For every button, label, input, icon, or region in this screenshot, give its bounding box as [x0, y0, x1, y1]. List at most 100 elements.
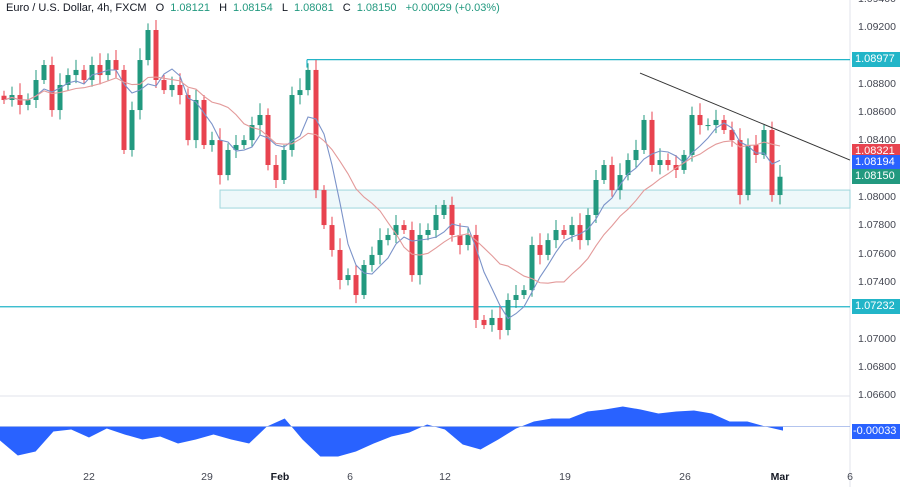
- chart-header: Euro / U.S. Dollar, 4h, FXCM O 1.08121 H 1…: [6, 2, 500, 14]
- candle-body: [257, 114, 263, 126]
- candle-body: [73, 69, 79, 76]
- candle-body: [713, 119, 719, 126]
- candle-body: [401, 225, 407, 231]
- candle-body: [321, 190, 327, 226]
- oscillator-value-label: -0.00033: [852, 424, 900, 439]
- candle-body: [393, 225, 399, 235]
- candle-body: [313, 69, 319, 191]
- candle-body: [305, 69, 311, 91]
- candle-body: [113, 60, 119, 70]
- candle-body: [353, 275, 359, 296]
- candle-body: [193, 99, 199, 141]
- price-tick: 1.08800: [858, 77, 896, 90]
- time-tick: 22: [83, 471, 95, 483]
- candle-body: [729, 130, 735, 141]
- candle-body: [441, 204, 447, 215]
- candle-body: [297, 90, 303, 96]
- price-tick: 1.06600: [858, 389, 896, 402]
- price-tick: 1.09400: [858, 0, 896, 5]
- candle-body: [185, 95, 191, 141]
- candle-body: [377, 240, 383, 255]
- candle-body: [601, 164, 607, 181]
- candle-body: [345, 275, 351, 281]
- candle-body: [337, 249, 343, 281]
- price-tick: 1.08400: [858, 134, 896, 147]
- price-tick: 1.08600: [858, 106, 896, 118]
- candle-body: [609, 164, 615, 191]
- candle-body: [33, 80, 39, 100]
- price-tick: 1.06800: [858, 360, 896, 373]
- symbol-title[interactable]: Euro / U.S. Dollar, 4h, FXCM: [6, 2, 147, 14]
- candle-body: [361, 264, 367, 296]
- candle-body: [457, 234, 463, 246]
- price-tick: 1.07800: [858, 219, 896, 232]
- candle-body: [657, 160, 663, 165]
- candle-body: [385, 234, 391, 241]
- candle-body: [529, 245, 535, 291]
- candle-body: [737, 140, 743, 196]
- candle-body: [281, 149, 287, 181]
- candle-body: [561, 230, 567, 235]
- candle-body: [145, 30, 151, 61]
- candle-body: [241, 140, 247, 146]
- candle-body: [633, 149, 639, 161]
- open-value: 1.08121: [170, 2, 210, 14]
- candle-body: [121, 69, 127, 150]
- candle-body: [777, 176, 783, 196]
- price-tick: 1.08000: [858, 191, 896, 203]
- price-tick: 1.07600: [858, 247, 896, 260]
- candle-body: [201, 99, 207, 146]
- candle-body: [641, 119, 647, 150]
- price-label: 1.08150: [852, 169, 900, 184]
- candle-body: [585, 214, 591, 241]
- candle-body: [537, 245, 543, 255]
- price-label: 1.08977: [852, 52, 900, 68]
- candle-body: [489, 317, 495, 326]
- time-tick: Mar: [770, 471, 790, 483]
- candle-body: [553, 230, 559, 241]
- price-tick: 1.09200: [858, 21, 896, 34]
- time-tick: 6: [847, 471, 853, 483]
- candle-body: [105, 60, 111, 76]
- candle-body: [697, 114, 703, 126]
- candle-body: [769, 130, 775, 196]
- close-label: C: [342, 2, 351, 14]
- high-label: H: [219, 2, 228, 14]
- candle-body: [409, 230, 415, 276]
- candle-body: [497, 317, 503, 331]
- time-tick: 12: [439, 471, 451, 483]
- candle-body: [425, 230, 431, 235]
- candle-body: [665, 160, 671, 165]
- candle-body: [545, 240, 551, 255]
- time-tick: 6: [347, 471, 353, 483]
- candle-body: [433, 214, 439, 231]
- price-tick: 1.07000: [858, 332, 896, 345]
- candle-body: [289, 95, 295, 150]
- time-tick: 29: [201, 471, 213, 483]
- candle-body: [233, 145, 239, 150]
- candle-body: [569, 225, 575, 235]
- price-tick: 1.07400: [858, 275, 896, 288]
- candle-body: [721, 119, 727, 131]
- oscillator-area: [0, 406, 783, 457]
- time-tick: Feb: [270, 471, 290, 483]
- candle-body: [65, 75, 71, 85]
- candle-body: [649, 119, 655, 165]
- candle-body: [169, 84, 175, 91]
- candle-body: [217, 140, 223, 176]
- candle-body: [89, 64, 95, 81]
- candle-body: [449, 204, 455, 235]
- open-label: O: [155, 2, 165, 14]
- slow-moving-average-line: [3, 76, 781, 284]
- candle-body: [369, 254, 375, 265]
- candle-body: [97, 64, 103, 76]
- candle-body: [689, 114, 695, 155]
- candle-body: [25, 99, 31, 105]
- candle-body: [577, 225, 583, 241]
- candle-body: [513, 295, 519, 300]
- candle-body: [273, 164, 279, 181]
- candle-body: [505, 299, 511, 331]
- close-value: 1.08150: [356, 2, 397, 14]
- change-value: +0.00029 (+0.03%): [405, 2, 500, 14]
